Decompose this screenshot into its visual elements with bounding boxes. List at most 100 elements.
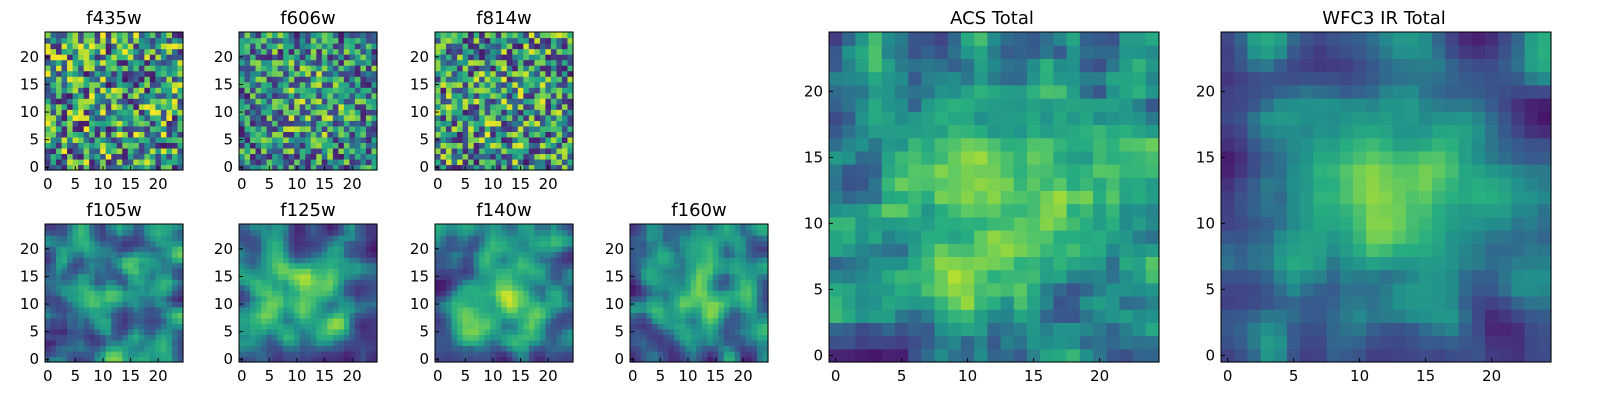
heatmap-cell — [462, 120, 469, 127]
heatmap-cell — [288, 153, 295, 160]
heatmap-cell — [261, 240, 268, 247]
heatmap-cell — [327, 109, 334, 116]
heatmap-cell — [751, 306, 758, 313]
axes-frame-f105w — [44, 223, 184, 363]
heatmap-cell — [56, 345, 63, 352]
heatmap-cell — [365, 37, 373, 44]
heatmap-cell — [111, 268, 118, 275]
heatmap-cell — [166, 262, 173, 269]
heatmap-cell — [72, 81, 79, 88]
heatmap-cell — [435, 103, 442, 110]
heatmap-cell — [468, 246, 475, 253]
heatmap-cell — [365, 295, 373, 302]
heatmap-cell — [545, 295, 552, 302]
heatmap-cell — [961, 335, 975, 350]
heatmap-cell — [100, 43, 107, 50]
heatmap-cell — [1079, 243, 1094, 257]
heatmap-cell — [762, 284, 769, 291]
heatmap-cell — [729, 262, 736, 269]
heatmap-cell — [305, 323, 312, 330]
heatmap-cell — [78, 81, 85, 88]
heatmap-cell — [94, 257, 101, 264]
heatmap-cell — [277, 306, 284, 313]
heatmap-cell — [299, 317, 306, 324]
heatmap-cell — [160, 334, 168, 341]
heatmap-cell — [360, 48, 367, 55]
heatmap-cell — [160, 317, 168, 324]
heatmap-cell — [501, 109, 508, 116]
heatmap-cell — [701, 350, 708, 358]
heatmap-cell — [78, 334, 85, 341]
heatmap-cell — [155, 317, 162, 324]
heatmap-cell — [83, 136, 90, 143]
heatmap-cell — [294, 147, 301, 155]
heatmap-cell — [561, 323, 569, 330]
heatmap-cell — [490, 142, 497, 149]
heatmap-cell — [89, 251, 96, 258]
heatmap-cell — [1132, 243, 1147, 257]
heatmap-cell — [100, 345, 107, 352]
heatmap-cell — [166, 306, 173, 313]
heatmap-cell — [349, 153, 356, 160]
heatmap-cell — [250, 114, 257, 121]
heatmap-cell — [127, 323, 134, 330]
heatmap-cell — [294, 54, 301, 61]
y-tick-label: 10 — [605, 295, 624, 313]
heatmap-cell — [630, 229, 637, 236]
heatmap-cell — [534, 81, 541, 88]
heatmap-cell — [67, 98, 74, 105]
heatmap-cell — [451, 81, 458, 88]
heatmap-cell — [72, 37, 79, 44]
heatmap-cell — [539, 240, 546, 247]
heatmap-cell — [550, 43, 558, 50]
heatmap-cell — [718, 317, 725, 324]
heatmap-cell — [321, 136, 328, 143]
heatmap-cell — [89, 312, 96, 319]
heatmap-cell — [517, 328, 524, 335]
heatmap-cell — [94, 114, 101, 121]
heatmap-cell — [556, 306, 563, 313]
heatmap-cell — [371, 92, 378, 99]
heatmap-cell — [1000, 348, 1015, 363]
heatmap-cell — [550, 257, 558, 264]
heatmap-cell — [305, 317, 312, 324]
heatmap-cell — [360, 32, 367, 39]
heatmap-cell — [133, 279, 140, 286]
heatmap-cell — [756, 279, 764, 286]
heatmap-cell — [332, 273, 339, 280]
heatmap-cell — [83, 48, 90, 55]
heatmap-cell — [1040, 348, 1054, 363]
heatmap-cell — [144, 301, 151, 308]
heatmap-cell — [446, 164, 453, 171]
heatmap-cell — [1040, 124, 1054, 139]
heatmap-cell — [283, 323, 290, 330]
heatmap-cell — [523, 235, 530, 242]
heatmap-cell — [155, 273, 162, 280]
heatmap-cell — [72, 54, 79, 61]
heatmap-cell — [155, 142, 162, 149]
heatmap-cell — [663, 273, 670, 280]
heatmap-cell — [484, 125, 491, 132]
heatmap-cell — [244, 65, 251, 72]
heatmap-cell — [517, 65, 524, 72]
heatmap-cell — [100, 339, 107, 347]
heatmap-cell — [523, 290, 530, 297]
heatmap-cell — [149, 136, 156, 143]
heatmap-cell — [679, 262, 686, 269]
heatmap-cell — [327, 81, 334, 88]
heatmap-cell — [528, 76, 535, 83]
heatmap-cell — [138, 158, 145, 166]
heatmap-cell — [343, 131, 350, 138]
heatmap-cell — [94, 295, 101, 302]
heatmap-cell — [133, 59, 140, 66]
heatmap-cell — [332, 158, 339, 166]
heatmap-cell — [133, 301, 140, 308]
heatmap-cell — [316, 92, 323, 99]
heatmap-cell — [239, 235, 246, 242]
heatmap-cell — [842, 164, 856, 178]
heatmap-cell — [127, 120, 134, 127]
heatmap-cell — [545, 32, 552, 39]
heatmap-cell — [138, 48, 145, 55]
heatmap-cell — [561, 229, 569, 236]
heatmap-cell — [630, 268, 637, 275]
